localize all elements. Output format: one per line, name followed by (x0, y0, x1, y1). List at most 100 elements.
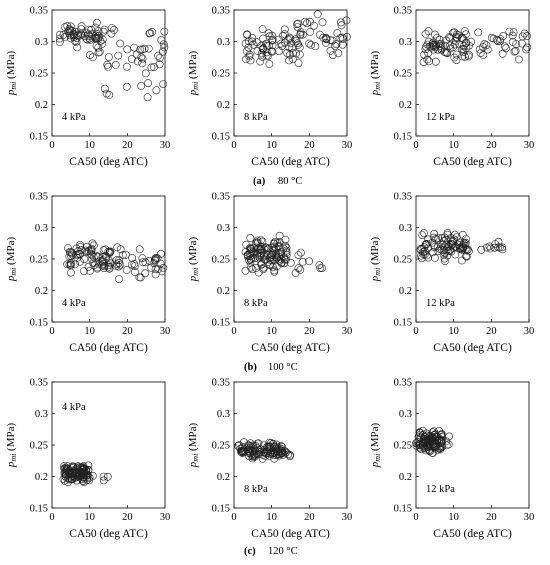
data-point (459, 48, 468, 56)
x-axis-label: CA50 (deg ATC) (69, 342, 148, 354)
data-point (246, 439, 255, 448)
y-tick-label: 0.2 (35, 100, 48, 111)
data-point (265, 60, 274, 68)
scatter-panel-c2: 0 10 20 30 0.15 0.2 0.25 0.3 0.35 CA50 (deg ATC) p… (187, 378, 352, 541)
data-point (138, 258, 147, 267)
data-point (102, 89, 111, 98)
data-point (464, 247, 473, 256)
data-point (84, 466, 93, 475)
y-axis-label: pmi (MPa) (369, 236, 382, 282)
data-point (92, 31, 100, 40)
y-tick-label: 0.35 (30, 192, 48, 203)
data-point (457, 34, 466, 42)
y-tick-label: 0.25 (394, 69, 412, 80)
data-point (94, 252, 103, 261)
data-point (268, 263, 277, 272)
plot-frame (51, 381, 166, 509)
y-tick-label: 0.25 (30, 69, 48, 80)
scatter-panel-a3: 0 10 20 30 0.15 0.2 0.25 0.3 0.35 CA50 (deg ATC) p… (369, 6, 534, 169)
y-tick-label: 0.15 (30, 504, 48, 515)
condition-label: 12 kPa (426, 112, 455, 123)
data-point (518, 32, 527, 41)
y-tick-label: 0.15 (30, 132, 48, 143)
data-point (271, 237, 279, 246)
data-point (155, 54, 164, 62)
data-point (245, 447, 254, 456)
data-point (253, 236, 262, 245)
data-point (295, 50, 304, 59)
data-point (103, 61, 112, 69)
data-point (430, 229, 439, 238)
data-point (452, 34, 461, 42)
y-tick-label: 0.3 (217, 37, 230, 48)
data-point (248, 265, 257, 274)
data-point (294, 59, 303, 67)
data-point (442, 36, 450, 45)
data-point (326, 36, 335, 44)
data-point (280, 446, 289, 455)
data-point (430, 30, 439, 39)
data-point (278, 448, 287, 457)
y-tick-label: 0.35 (394, 192, 412, 203)
data-point (416, 444, 425, 453)
x-tick-label: 0 (49, 326, 54, 337)
data-point (146, 29, 155, 37)
data-point (115, 258, 123, 267)
y-tick-label: 0.3 (217, 409, 230, 420)
data-point (420, 50, 428, 59)
data-point (493, 37, 502, 45)
data-point (523, 32, 531, 40)
data-point (246, 258, 255, 267)
data-point (71, 260, 79, 269)
data-point (75, 469, 84, 478)
data-point (285, 33, 294, 42)
x-tick-label: 0 (231, 512, 236, 523)
data-point (319, 33, 328, 42)
y-tick-label: 0.2 (35, 286, 48, 297)
y-tick-label: 0.3 (399, 409, 412, 420)
data-point (439, 250, 448, 259)
data-point (485, 242, 494, 251)
data-point (437, 40, 446, 48)
data-point (107, 259, 115, 268)
data-point (520, 29, 529, 38)
y-tick-label: 0.25 (212, 441, 230, 452)
y-tick-label: 0.15 (212, 132, 230, 143)
data-point (69, 31, 78, 40)
data-point (245, 52, 254, 61)
x-tick-label: 20 (122, 512, 133, 523)
data-point (292, 49, 300, 58)
data-point (66, 261, 75, 270)
data-point (156, 249, 165, 258)
data-point (505, 27, 514, 36)
data-point (272, 244, 280, 252)
x-tick-label: 10 (448, 326, 459, 337)
data-point (442, 240, 451, 249)
data-point (425, 447, 434, 455)
data-point (285, 56, 293, 65)
data-point (342, 16, 351, 25)
data-point (157, 36, 166, 44)
y-tick-label: 0.25 (394, 255, 412, 266)
data-point (265, 445, 274, 453)
data-point (429, 440, 438, 449)
caption-a-letter: (a) (253, 176, 266, 187)
x-tick-label: 20 (486, 326, 497, 337)
data-point (270, 239, 278, 248)
data-point (160, 43, 169, 52)
data-point (419, 229, 428, 238)
data-point (138, 59, 147, 68)
data-point (418, 231, 427, 239)
data-point (100, 25, 109, 34)
caption-c-text: 120 °C (268, 546, 298, 557)
data-point (131, 268, 139, 276)
data-point (157, 267, 166, 276)
data-point (464, 52, 473, 61)
data-point (151, 256, 160, 265)
data-point (61, 472, 70, 481)
data-point (88, 239, 97, 248)
y-tick-label: 0.15 (212, 504, 230, 515)
data-point (417, 254, 426, 263)
y-axis-label: pmi (MPa) (187, 50, 200, 96)
data-point (127, 260, 136, 269)
